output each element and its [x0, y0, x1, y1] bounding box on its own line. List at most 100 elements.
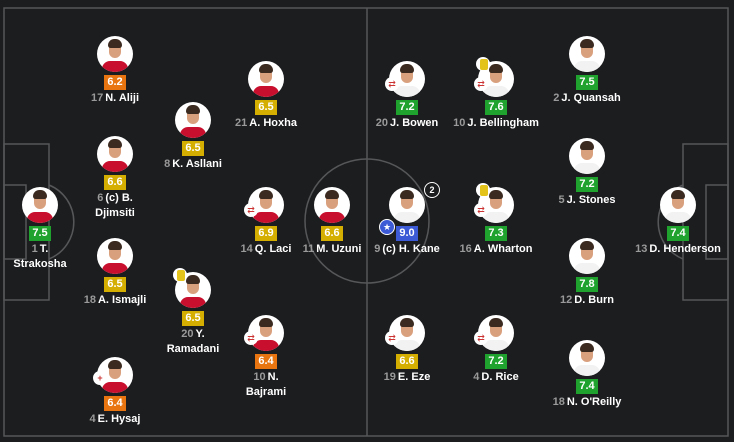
shirt-number: 4 [473, 371, 480, 383]
player-name: 18 A. Ismajli [55, 294, 175, 307]
player-name-text: D. Henderson [649, 243, 721, 255]
player-away-team[interactable]: 7.8 12 D. Burn [527, 238, 647, 307]
player-avatar[interactable] [569, 36, 605, 72]
player-away-team[interactable]: ⇄ 6.6 19 E. Eze [347, 315, 467, 384]
player-name: 4 E. Hysaj [55, 413, 175, 426]
player-name-text: Y. [195, 328, 205, 340]
player-name-line2: Bajrami [245, 386, 287, 398]
player-avatar[interactable] [389, 187, 425, 223]
player-name-text: N. Aliji [105, 92, 140, 104]
shirt-number: 4 [89, 413, 96, 425]
yellow-card [177, 270, 185, 281]
player-away-team[interactable]: ⇄ 7.2 4 D. Rice [436, 315, 556, 384]
player-name-text: D. Burn [574, 294, 614, 306]
player-name-text: J. Bellingham [467, 117, 539, 129]
player-name: 12 D. Burn [527, 294, 647, 307]
shirt-number: 18 [83, 294, 96, 306]
player-home-team[interactable]: ⇄ 6.4 10 N. Bajrami [206, 315, 326, 399]
rating-badge: 6.5 [182, 141, 204, 156]
player-avatar[interactable] [660, 187, 696, 223]
rating-badge: 7.2 [396, 100, 418, 115]
substitution-icon: ⇄ [474, 331, 488, 345]
substitution-icon: ⇄ [385, 331, 399, 345]
shirt-number: 17 [90, 92, 104, 104]
player-home-team[interactable]: 6.5 8 K. Asllani [133, 102, 253, 171]
player-name-text: E. Eze [397, 371, 431, 383]
player-name: 10 J. Bellingham [436, 117, 556, 130]
rating-badge: 7.4 [667, 226, 689, 241]
player-avatar[interactable] [248, 61, 284, 97]
player-avatar[interactable] [22, 187, 58, 223]
player-name-line2: Djimsiti [95, 207, 135, 219]
player-home-team[interactable]: 7.5 1 T. Strakosha [0, 187, 100, 271]
player-avatar[interactable] [389, 61, 425, 97]
player-home-team[interactable]: 6.5 21 A. Hoxha [206, 61, 326, 130]
player-away-team[interactable]: 7.4 13 D. Henderson [618, 187, 734, 256]
player-name-line2: Strakosha [13, 258, 67, 270]
player-away-team[interactable]: ★ 2 9.0 9 (c) H. Kane [347, 182, 467, 256]
player-name-text: (c) H. Kane [382, 243, 440, 255]
shirt-number: 16 [459, 243, 472, 255]
player-name: 19 E. Eze [347, 371, 467, 384]
player-away-team[interactable]: ⇄ 7.6 10 J. Bellingham [436, 57, 556, 130]
player-name-text: J. Bowen [389, 117, 439, 129]
player-name-text: (c) B. [105, 192, 133, 204]
shirt-number: 9 [374, 243, 381, 255]
player-avatar[interactable] [175, 102, 211, 138]
player-name: 17 N. Aliji [55, 92, 175, 105]
substitution-icon: ⇄ [244, 331, 258, 345]
player-avatar[interactable] [97, 36, 133, 72]
player-name: 21 A. Hoxha [206, 117, 326, 130]
player-away-team[interactable]: ⇄ 7.2 20 J. Bowen [347, 61, 467, 130]
rating-badge: 6.2 [104, 75, 126, 90]
player-name: 4 D. Rice [436, 371, 556, 384]
left-penalty-arc [48, 184, 75, 260]
shirt-number: 10 [253, 371, 266, 383]
shirt-number: 18 [552, 396, 565, 408]
player-avatar[interactable] [569, 340, 605, 376]
player-name: 11 M. Uzuni [272, 243, 392, 256]
yellow-card [480, 59, 488, 70]
player-name: 6 (c) B. [55, 192, 175, 205]
goals-icon: 2 [424, 182, 440, 198]
player-home-team[interactable]: 6.5 18 A. Ismajli [55, 238, 175, 307]
player-avatar[interactable] [569, 138, 605, 174]
player-name-text: J. Quansah [561, 92, 621, 104]
player-home-team[interactable]: 6.2 17 N. Aliji [55, 36, 175, 105]
player-home-team[interactable]: 6.5 20 Y. Ramadani [133, 268, 253, 356]
rating-badge: 6.4 [104, 396, 126, 411]
player-avatar[interactable] [97, 238, 133, 274]
player-away-team[interactable]: 7.5 2 J. Quansah [527, 36, 647, 105]
player-avatar[interactable] [248, 315, 284, 351]
player-home-team[interactable]: ⇄ 6.9 14 Q. Laci [206, 187, 326, 256]
player-name: 8 K. Asllani [133, 158, 253, 171]
shirt-number: 1 [31, 243, 38, 255]
shirt-number: 12 [560, 294, 573, 306]
player-name: 18 N. O'Reilly [527, 396, 647, 409]
player-home-team[interactable]: 6.6 11 M. Uzuni [272, 187, 392, 256]
substitution-icon: ⇄ [474, 203, 488, 217]
player-avatar[interactable] [314, 187, 350, 223]
player-name-text: E. Hysaj [97, 413, 141, 425]
rating-badge: 6.5 [104, 277, 126, 292]
player-home-team[interactable]: 6.6 6 (c) B. Djimsiti [55, 136, 175, 220]
player-name-text: M. Uzuni [316, 243, 362, 255]
shirt-number: 13 [635, 243, 648, 255]
shirt-number: 11 [302, 243, 315, 255]
player-name-text: Q. Laci [254, 243, 292, 255]
player-away-team[interactable]: 7.4 18 N. O'Reilly [527, 340, 647, 409]
player-avatar[interactable] [569, 238, 605, 274]
player-name-text: A. Ismajli [97, 294, 147, 306]
player-away-team[interactable]: 7.2 5 J. Stones [527, 138, 647, 207]
rating-badge: 6.5 [182, 311, 204, 326]
player-away-team[interactable]: ⇄ 7.3 16 A. Wharton [436, 183, 556, 256]
player-name: 10 N. [206, 371, 326, 384]
player-name-text: A. Wharton [473, 243, 533, 255]
injury-substitution-icon: + [93, 371, 107, 385]
star-icon: ★ [379, 219, 395, 235]
player-home-team[interactable]: +6.4 4 E. Hysaj [55, 357, 175, 426]
player-avatar[interactable] [97, 136, 133, 172]
player-name-text: T. [39, 243, 49, 255]
rating-badge: 6.4 [255, 354, 277, 369]
player-name: 20 Y. [133, 328, 253, 341]
